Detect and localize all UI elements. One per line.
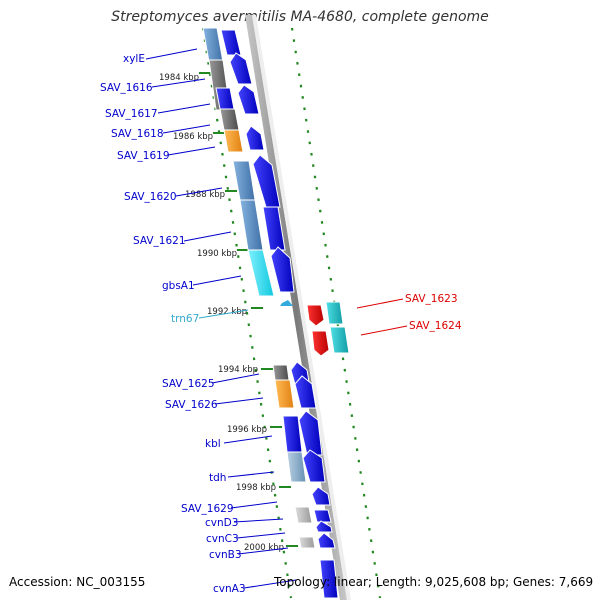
leader-line [243, 579, 297, 589]
leader-line [227, 471, 275, 478]
gene-box-sav1624[interactable] [329, 326, 350, 354]
gene-box-sav1623[interactable] [325, 301, 344, 325]
leader-line [230, 501, 278, 509]
leader-line [237, 547, 289, 555]
gene-label-sav1624[interactable]: SAV_1624 [409, 320, 462, 332]
leader-line [183, 231, 232, 242]
forward-arrow[interactable] [317, 532, 336, 549]
leader-line [157, 103, 211, 114]
forward-arrow[interactable] [294, 375, 317, 409]
kbp-label: 1992 kbp [207, 307, 247, 317]
trn67-marker[interactable] [280, 300, 293, 306]
forward-arrow[interactable] [252, 154, 281, 208]
accession-text: Accession: NC_003155 [9, 575, 146, 589]
gene-box-xylE[interactable] [202, 27, 224, 63]
gene-box-sav1625[interactable] [272, 364, 290, 381]
reverse-gene-group [306, 301, 350, 357]
forward-arrow[interactable] [229, 52, 253, 85]
left-outer-track [201, 27, 293, 599]
gene-label-sav1620[interactable]: SAV_1620 [124, 191, 177, 203]
gene-box-sav1618[interactable] [219, 108, 240, 131]
forward-arrow[interactable] [237, 84, 260, 115]
kbp-label: 1994 kbp [218, 365, 258, 375]
forward-arrow[interactable] [313, 509, 332, 523]
gene-label-cvnD3[interactable]: cvnD3 [205, 517, 238, 529]
gene-label-gbsA1[interactable]: gbsA1 [162, 280, 195, 292]
gene-box-cvnC3[interactable] [298, 536, 316, 549]
leader-line [236, 532, 286, 539]
leader-line [360, 325, 408, 336]
gene-label-trn67[interactable]: trn67 [171, 313, 199, 325]
leader-line [211, 373, 260, 384]
right-leader-lines [356, 298, 408, 336]
reverse-arrow-sav1623[interactable] [306, 304, 325, 327]
left-leader-lines [145, 48, 297, 589]
forward-arrow[interactable] [311, 486, 331, 506]
gene-label-sav1621[interactable]: SAV_1621 [133, 235, 186, 247]
gene-box-sav1620[interactable] [232, 160, 256, 201]
gene-label-sav1629[interactable]: SAV_1629 [181, 503, 234, 515]
leader-line [356, 298, 404, 309]
gene-box-gbsA1[interactable] [247, 249, 275, 297]
gene-box-sav1619[interactable] [223, 129, 244, 153]
gene-label-sav1625[interactable]: SAV_1625 [162, 378, 215, 390]
forward-arrow[interactable] [319, 559, 339, 599]
leader-line [175, 187, 223, 197]
gene-box-sav1621[interactable] [239, 199, 264, 251]
forward-arrow[interactable] [315, 520, 333, 533]
gene-box-sav1629[interactable] [294, 506, 313, 524]
left-gene-labels: xylE SAV_1616 SAV_1617 SAV_1618 SAV_1619… [100, 53, 246, 595]
gene-box-sav1626[interactable] [274, 379, 295, 409]
forward-arrow[interactable] [270, 246, 295, 293]
reverse-arrow-sav1624[interactable] [311, 330, 330, 357]
gene-label-tdh[interactable]: tdh [209, 472, 226, 484]
leader-line-trn67 [198, 309, 249, 319]
gene-label-cvnA3[interactable]: cvnA3 [213, 583, 246, 595]
gene-label-kbl[interactable]: kbl [205, 438, 221, 450]
leader-line [223, 435, 273, 444]
genome-summary-text: Topology: linear; Length: 9,025,608 bp; … [274, 575, 594, 589]
forward-arrow[interactable] [298, 410, 323, 456]
leader-line [167, 146, 216, 156]
backbone-highlight [252, 15, 351, 600]
kbp-label: 1996 kbp [227, 425, 267, 435]
gene-label-cvnB3[interactable]: cvnB3 [209, 549, 242, 561]
kbp-label: 1998 kbp [236, 483, 276, 493]
leader-line [162, 124, 211, 134]
kbp-label: 2000 kbp [244, 543, 284, 553]
gene-label-sav1616[interactable]: SAV_1616 [100, 82, 153, 94]
gene-label-sav1626[interactable]: SAV_1626 [165, 399, 218, 411]
gene-label-cvnC3[interactable]: cvnC3 [206, 533, 239, 545]
gene-label-sav1619[interactable]: SAV_1619 [117, 150, 170, 162]
forward-arrow[interactable] [262, 206, 286, 251]
forward-arrow[interactable] [245, 125, 265, 151]
right-gene-labels: SAV_1623 SAV_1624 [405, 293, 462, 332]
forward-arrow[interactable] [220, 29, 242, 56]
kbp-label: 1990 kbp [197, 249, 237, 259]
gene-box-group [202, 27, 316, 549]
kbp-label: 1988 kbp [185, 190, 225, 200]
forward-arrow-group [220, 29, 339, 599]
leader-line [192, 275, 242, 286]
gene-label-sav1617[interactable]: SAV_1617 [105, 108, 158, 120]
leader-line [214, 397, 264, 405]
gene-box-tdh[interactable] [286, 451, 307, 483]
gene-label-xylE[interactable]: xylE [123, 53, 145, 65]
gene-label-sav1618[interactable]: SAV_1618 [111, 128, 164, 140]
kbp-label: 1984 kbp [159, 73, 199, 83]
kbp-label: 1986 kbp [173, 132, 213, 142]
forward-arrow[interactable] [302, 449, 326, 483]
leader-line [145, 48, 198, 60]
kbp-label-group: 1984 kbp 1986 kbp 1988 kbp 1990 kbp 1992… [159, 73, 284, 553]
kbp-tick-group [199, 72, 298, 547]
gene-label-sav1623[interactable]: SAV_1623 [405, 293, 458, 305]
page-title: Streptomyces avermitilis MA-4680, comple… [111, 9, 489, 25]
leader-line [151, 78, 206, 88]
leader-line [233, 518, 284, 523]
